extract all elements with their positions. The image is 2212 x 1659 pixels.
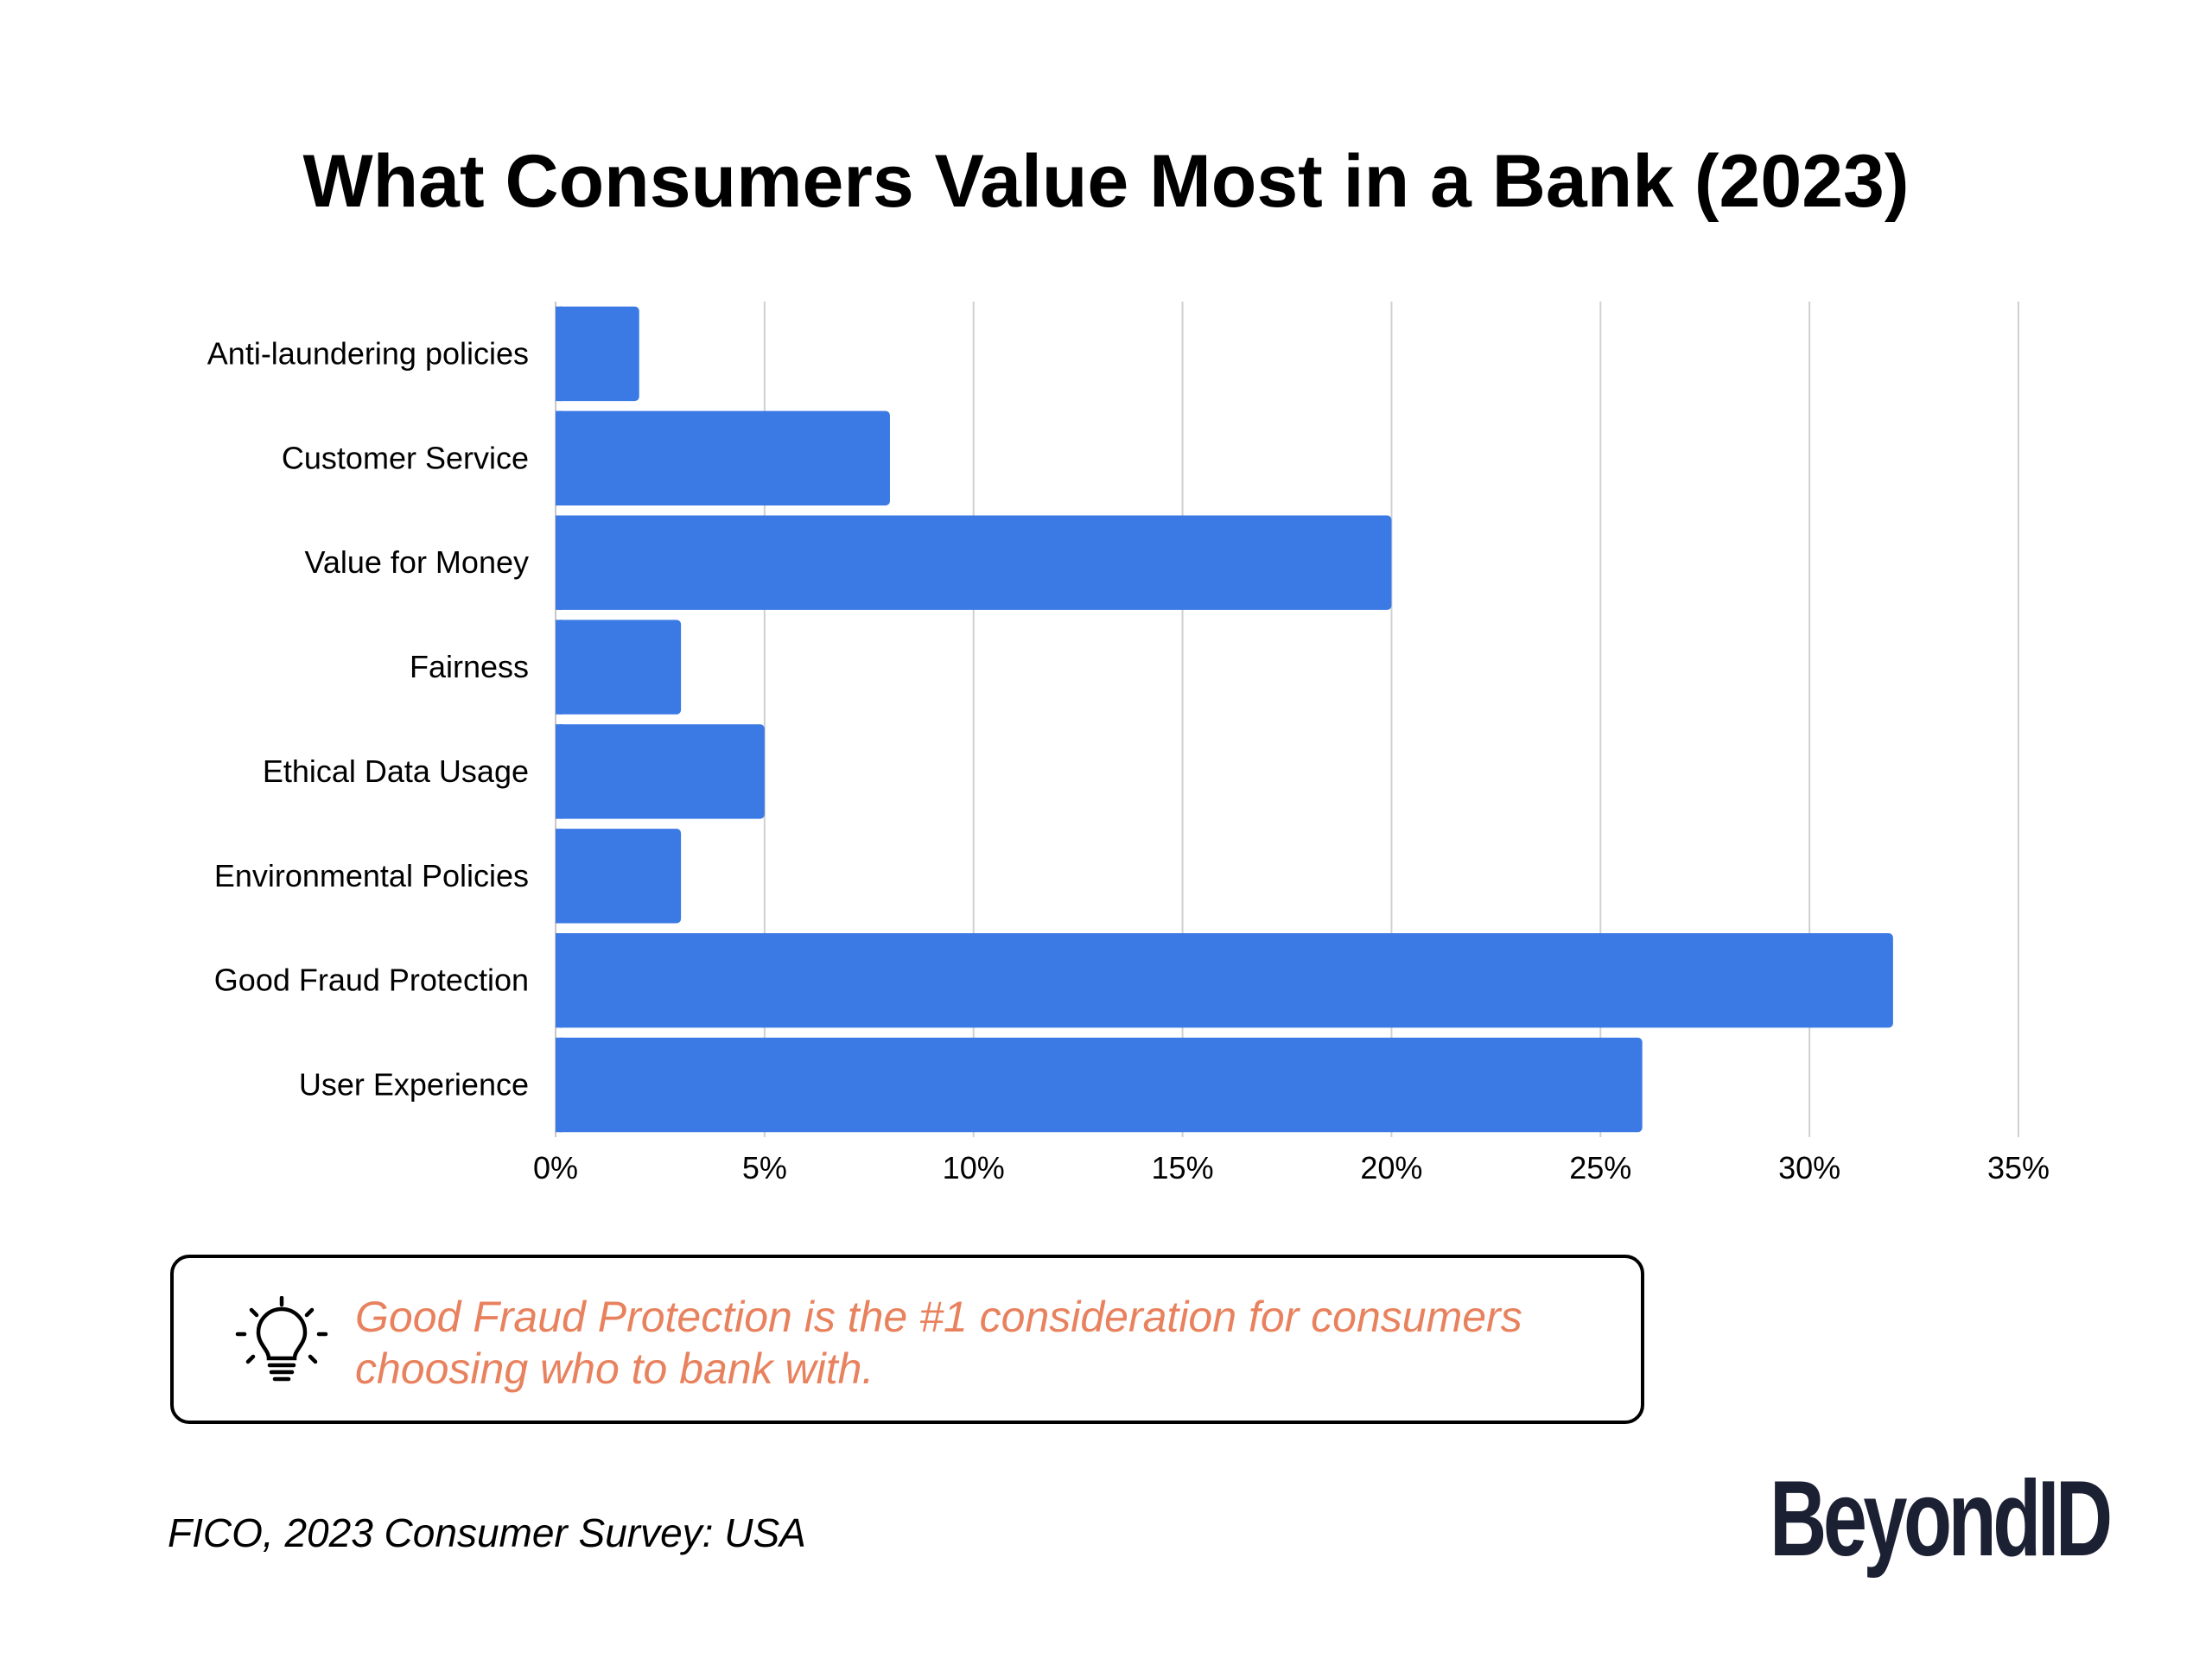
bar-base xyxy=(556,1037,563,1133)
x-tick-label: 5% xyxy=(742,1150,787,1185)
bar-base xyxy=(556,515,563,610)
category-label: Environmental Policies xyxy=(214,858,529,893)
tick-labels: 0% 5% 10% 15% 20% 25% 30% 35% xyxy=(533,1150,2050,1185)
bar-base xyxy=(556,932,563,1028)
bar-base xyxy=(556,724,563,819)
category-label: Value for Money xyxy=(305,544,529,580)
x-tick-label: 25% xyxy=(1569,1150,1631,1185)
chart-title: What Consumers Value Most in a Bank (202… xyxy=(302,140,1910,223)
insight-text: Good Fraud Protection is the #1 consider… xyxy=(355,1293,1522,1393)
x-tick-label: 15% xyxy=(1152,1150,1214,1185)
bar xyxy=(556,1037,1643,1133)
bar xyxy=(556,306,639,402)
bar xyxy=(556,410,890,506)
category-label: Fairness xyxy=(410,649,529,684)
bar xyxy=(556,932,1893,1028)
bar xyxy=(556,724,765,819)
x-tick-label: 35% xyxy=(1987,1150,2050,1185)
category-label: Ethical Data Usage xyxy=(263,753,529,789)
category-label: Anti-laundering policies xyxy=(207,335,529,371)
brand-logo: BeyondID xyxy=(1770,1459,2113,1579)
x-tick-label: 20% xyxy=(1360,1150,1422,1185)
category-label: Good Fraud Protection xyxy=(214,963,529,998)
x-tick-label: 0% xyxy=(533,1150,578,1185)
category-label: Customer Service xyxy=(282,440,529,475)
bar xyxy=(556,515,1392,610)
bar-base xyxy=(556,829,563,924)
category-labels: Anti-laundering policies Customer Service… xyxy=(207,335,529,1102)
lightbulb-icon xyxy=(235,1296,328,1382)
x-tick-label: 30% xyxy=(1778,1150,1840,1185)
bar xyxy=(556,620,682,715)
bar-base xyxy=(556,410,563,506)
bar-chart: Anti-laundering policies Customer Service… xyxy=(207,302,2050,1185)
bar xyxy=(556,829,682,924)
category-label: User Experience xyxy=(299,1067,529,1103)
bar-base xyxy=(556,620,563,715)
insight-callout: Good Fraud Protection is the #1 consider… xyxy=(170,1255,1644,1424)
x-tick-label: 10% xyxy=(943,1150,1005,1185)
source-citation: FICO, 2023 Consumer Survey: USA xyxy=(168,1510,806,1555)
bar-base xyxy=(556,306,563,402)
bars xyxy=(556,306,1893,1133)
